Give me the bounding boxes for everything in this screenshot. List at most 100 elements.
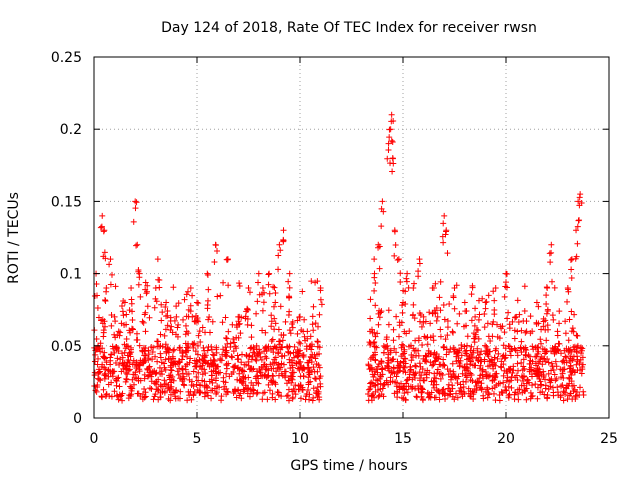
- data-point: [136, 274, 143, 281]
- data-point: [568, 274, 575, 281]
- data-point: [94, 381, 101, 388]
- data-point: [101, 249, 108, 256]
- data-point: [379, 365, 386, 372]
- data-point: [216, 384, 223, 391]
- data-point: [375, 321, 382, 328]
- data-point: [468, 393, 475, 400]
- data-point: [163, 299, 170, 306]
- data-point: [486, 348, 493, 355]
- data-point: [307, 333, 314, 340]
- data-point: [306, 343, 313, 350]
- data-point: [574, 332, 581, 339]
- data-point: [114, 355, 121, 362]
- data-point: [301, 333, 308, 340]
- data-point: [399, 309, 406, 316]
- data-point: [241, 368, 248, 375]
- data-point: [418, 323, 425, 330]
- data-point: [103, 288, 110, 295]
- data-point: [117, 329, 124, 336]
- data-point: [372, 351, 379, 358]
- data-point: [425, 350, 432, 357]
- data-point: [543, 292, 550, 299]
- data-point: [121, 299, 128, 306]
- data-point: [577, 345, 584, 352]
- data-point: [99, 212, 106, 219]
- data-point: [313, 375, 320, 382]
- data-point: [567, 347, 574, 354]
- data-point: [437, 333, 444, 340]
- data-point: [558, 383, 565, 390]
- data-point: [404, 389, 411, 396]
- data-point: [176, 345, 183, 352]
- data-point: [187, 302, 194, 309]
- data-point: [266, 387, 273, 394]
- data-point: [175, 300, 182, 307]
- data-point: [397, 270, 404, 277]
- data-point: [100, 228, 107, 235]
- data-point: [141, 375, 148, 382]
- data-point: [393, 349, 400, 356]
- data-point: [383, 377, 390, 384]
- data-point: [376, 314, 383, 321]
- data-point: [507, 366, 514, 373]
- data-point: [416, 369, 423, 376]
- data-point: [544, 322, 551, 329]
- data-point: [373, 366, 380, 373]
- data-point: [245, 353, 252, 360]
- data-point: [505, 309, 512, 316]
- data-point: [449, 360, 456, 367]
- data-point: [556, 320, 563, 327]
- data-point: [312, 320, 319, 327]
- data-point: [539, 361, 546, 368]
- data-point: [97, 348, 104, 355]
- data-point: [385, 307, 392, 314]
- data-point: [481, 310, 488, 317]
- data-point: [551, 371, 558, 378]
- data-point: [378, 308, 385, 315]
- data-point: [198, 365, 205, 372]
- data-point: [126, 307, 133, 314]
- data-point: [562, 330, 569, 337]
- data-point: [136, 368, 143, 375]
- data-point: [484, 320, 491, 327]
- data-point: [167, 391, 174, 398]
- x-axis-label: GPS time / hours: [290, 458, 407, 474]
- data-point: [479, 366, 486, 373]
- data-point: [123, 375, 130, 382]
- data-point: [508, 373, 515, 380]
- data-point: [467, 370, 474, 377]
- data-point: [125, 367, 132, 374]
- data-point: [534, 371, 541, 378]
- data-point: [229, 354, 236, 361]
- data-point: [299, 288, 306, 295]
- data-point: [167, 364, 174, 371]
- data-point: [386, 126, 393, 133]
- data-point: [224, 340, 231, 347]
- data-point: [515, 319, 522, 326]
- data-point: [554, 347, 561, 354]
- data-point: [300, 373, 307, 380]
- data-point: [102, 255, 109, 262]
- data-point: [317, 296, 324, 303]
- data-point: [573, 253, 580, 260]
- data-point: [112, 283, 119, 290]
- data-point: [305, 379, 312, 386]
- data-point: [184, 288, 191, 295]
- data-point: [442, 390, 449, 397]
- data-point: [375, 310, 382, 317]
- data-point: [162, 356, 169, 363]
- data-point: [428, 350, 435, 357]
- data-point: [195, 369, 202, 376]
- data-point: [420, 313, 427, 320]
- data-point: [255, 380, 262, 387]
- data-point: [470, 389, 477, 396]
- data-point: [507, 352, 514, 359]
- data-point: [109, 343, 116, 350]
- data-point: [179, 370, 186, 377]
- data-point: [270, 283, 277, 290]
- data-point: [286, 356, 293, 363]
- data-point: [223, 391, 230, 398]
- data-point: [177, 388, 184, 395]
- data-point: [388, 137, 395, 144]
- data-point: [140, 359, 147, 366]
